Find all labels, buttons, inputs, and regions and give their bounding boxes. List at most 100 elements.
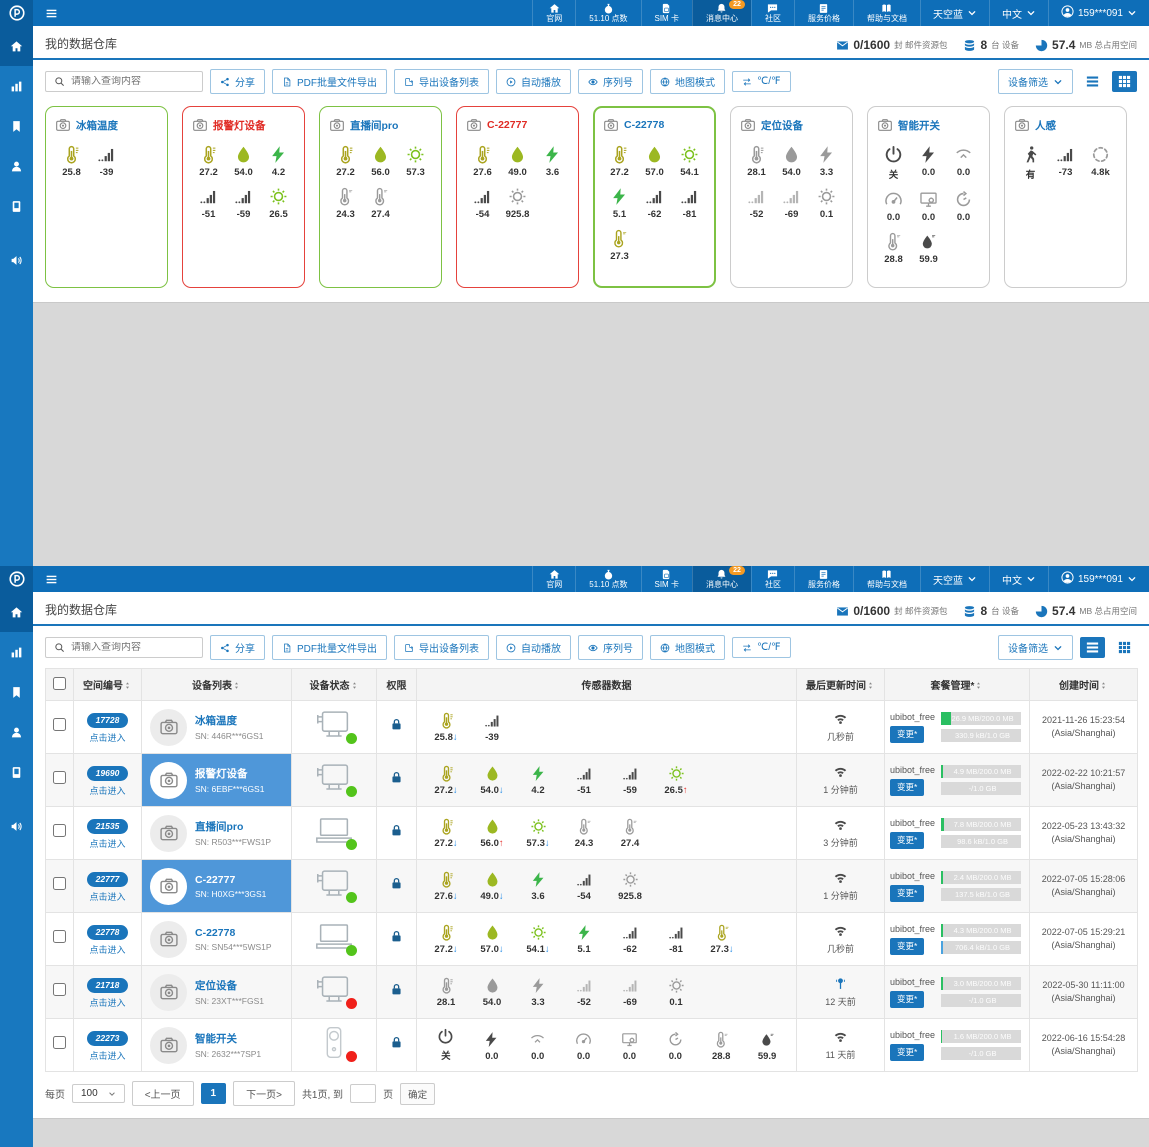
enter-link[interactable]: 点击进入 bbox=[89, 892, 126, 902]
change-plan-button[interactable]: 变更* bbox=[890, 725, 925, 743]
nav-item-points[interactable]: 51.10 点数 bbox=[575, 566, 640, 592]
prev-page-button[interactable]: <上一页 bbox=[131, 1081, 194, 1106]
change-plan-button[interactable]: 变更* bbox=[890, 990, 925, 1008]
nav-item-community[interactable]: 社区 bbox=[750, 566, 794, 592]
column-header[interactable]: 套餐管理* bbox=[884, 668, 1030, 701]
device-table-row-2[interactable]: 21535 点击进入 直播间pro SN: R503***FWS1P 27.2↓… bbox=[45, 806, 1138, 860]
column-header[interactable]: 空间编号 bbox=[73, 668, 142, 701]
column-header[interactable]: 设备状态 bbox=[291, 668, 377, 701]
device-name[interactable]: 智能开关 bbox=[195, 1033, 237, 1045]
nav-item-pricing[interactable]: 服务价格 bbox=[793, 0, 853, 26]
device-card-0[interactable]: 冰箱温度 25.8 -39 bbox=[45, 106, 168, 288]
select-all-checkbox[interactable] bbox=[53, 676, 66, 690]
column-header[interactable]: 设备列表 bbox=[141, 668, 292, 701]
sidebar-item-promotion[interactable] bbox=[0, 806, 33, 846]
nav-item-points[interactable]: 51.10 点数 bbox=[575, 0, 640, 26]
list-view-toggle[interactable] bbox=[1080, 71, 1105, 92]
nav-item-message-center[interactable]: 22 消息中心 bbox=[691, 566, 751, 592]
sidebar-item-bookmark[interactable] bbox=[0, 672, 33, 712]
device-name[interactable]: 直播间pro bbox=[195, 821, 244, 833]
device-cell[interactable]: 定位设备 SN: 23XT***FGS1 bbox=[141, 965, 292, 1019]
device-card-5[interactable]: 定位设备 28.1 54.0 3.3 -52 -69 0.1 bbox=[730, 106, 853, 288]
search-box[interactable] bbox=[45, 71, 203, 92]
enter-link[interactable]: 点击进入 bbox=[89, 733, 126, 743]
nav-item-sim-card[interactable]: SIM 卡 bbox=[640, 0, 692, 26]
row-checkbox[interactable] bbox=[53, 771, 66, 784]
sidebar-item-data[interactable] bbox=[0, 632, 33, 672]
device-cell[interactable]: C-22777 SN: H0XG***3GS1 bbox=[141, 859, 292, 913]
device-cell[interactable]: 冰箱温度 SN: 446R***6GS1 bbox=[141, 700, 292, 754]
sidebar-item-bookmark[interactable] bbox=[0, 106, 33, 146]
device-table-row-5[interactable]: 21718 点击进入 定位设备 SN: 23XT***FGS1 28.1 54.… bbox=[45, 965, 1138, 1019]
enter-link[interactable]: 点击进入 bbox=[89, 998, 126, 1008]
nav-item-help-docs[interactable]: 帮助与文档 bbox=[852, 566, 920, 592]
language-select[interactable]: 中文 bbox=[988, 0, 1048, 26]
sidebar-item-user[interactable] bbox=[0, 712, 33, 752]
enter-link[interactable]: 点击进入 bbox=[89, 839, 126, 849]
row-checkbox[interactable] bbox=[53, 930, 66, 943]
share-button[interactable]: 分享 bbox=[210, 69, 265, 94]
next-page-button[interactable]: 下一页> bbox=[233, 1081, 295, 1106]
column-header[interactable]: 创建时间 bbox=[1029, 668, 1138, 701]
device-name[interactable]: C-22777 bbox=[195, 873, 236, 886]
device-card-3[interactable]: C-22777 27.6 49.0 3.6 -54 925.8 bbox=[456, 106, 579, 288]
column-header[interactable]: 最后更新时间 bbox=[796, 668, 885, 701]
goto-page-input[interactable] bbox=[350, 1084, 377, 1103]
menu-toggle-button[interactable] bbox=[33, 566, 70, 592]
device-table-row-4[interactable]: 22778 点击进入 C-22778 SN: SN54***5WS1P 27.2… bbox=[45, 912, 1138, 966]
sidebar-item-home[interactable] bbox=[0, 592, 33, 632]
per-page-select[interactable]: 100 bbox=[72, 1084, 125, 1103]
device-card-6[interactable]: 智能开关 关 0.0 0.0 0.0 0.0 0.0 28.8 59.9 bbox=[867, 106, 990, 288]
device-cell[interactable]: 直播间pro SN: R503***FWS1P bbox=[141, 806, 292, 860]
device-filter-button[interactable]: 设备筛选 bbox=[998, 635, 1073, 660]
serial-button[interactable]: 序列号 bbox=[578, 69, 643, 94]
autoplay-button[interactable]: 自动播放 bbox=[496, 635, 571, 660]
theme-select[interactable]: 天空蓝 bbox=[919, 566, 989, 592]
nav-item-community[interactable]: 社区 bbox=[750, 0, 794, 26]
nav-item-help-docs[interactable]: 帮助与文档 bbox=[852, 0, 920, 26]
row-checkbox[interactable] bbox=[53, 718, 66, 731]
row-checkbox[interactable] bbox=[53, 1036, 66, 1049]
menu-toggle-button[interactable] bbox=[33, 0, 70, 26]
grid-view-toggle[interactable] bbox=[1112, 71, 1137, 92]
device-table-row-6[interactable]: 22273 点击进入 智能开关 SN: 2632***7SP1 关 0.0 0.… bbox=[45, 1018, 1138, 1072]
language-select[interactable]: 中文 bbox=[988, 566, 1048, 592]
pdf-export-button[interactable]: PDF批量文件导出 bbox=[272, 635, 387, 660]
row-checkbox[interactable] bbox=[53, 877, 66, 890]
change-plan-button[interactable]: 变更* bbox=[890, 937, 925, 955]
search-box[interactable] bbox=[45, 637, 203, 658]
goto-confirm-button[interactable]: 确定 bbox=[400, 1082, 436, 1105]
sidebar-item-home[interactable] bbox=[0, 26, 33, 66]
device-cell[interactable]: 报警灯设备 SN: 6EBF***6GS1 bbox=[141, 753, 292, 807]
row-checkbox[interactable] bbox=[53, 983, 66, 996]
theme-select[interactable]: 天空蓝 bbox=[919, 0, 989, 26]
device-card-4[interactable]: C-22778 27.2 57.0 54.1 5.1 -62 -81 27.3 bbox=[593, 106, 716, 288]
device-name[interactable]: 冰箱温度 bbox=[195, 715, 237, 727]
change-plan-button[interactable]: 变更* bbox=[890, 884, 925, 902]
unit-toggle-button[interactable]: ℃/℉ bbox=[732, 71, 791, 92]
share-button[interactable]: 分享 bbox=[210, 635, 265, 660]
account-menu[interactable]: 159***091 bbox=[1047, 0, 1149, 26]
change-plan-button[interactable]: 变更* bbox=[890, 778, 925, 796]
pdf-export-button[interactable]: PDF批量文件导出 bbox=[272, 69, 387, 94]
list-view-toggle[interactable] bbox=[1080, 637, 1105, 658]
enter-link[interactable]: 点击进入 bbox=[89, 945, 126, 955]
nav-item-pricing[interactable]: 服务价格 bbox=[793, 566, 853, 592]
current-page-indicator[interactable]: 1 bbox=[200, 1083, 227, 1104]
device-table-row-1[interactable]: 19690 点击进入 报警灯设备 SN: 6EBF***6GS1 27.2↓ 5… bbox=[45, 753, 1138, 807]
sidebar-item-console[interactable] bbox=[0, 186, 33, 226]
device-card-1[interactable]: 报警灯设备 27.2 54.0 4.2 -51 -59 26.5 bbox=[182, 106, 305, 288]
map-mode-button[interactable]: 地图模式 bbox=[650, 635, 725, 660]
enter-link[interactable]: 点击进入 bbox=[89, 786, 126, 796]
nav-item-official-site[interactable]: 官网 bbox=[532, 566, 575, 592]
sidebar-item-promotion[interactable] bbox=[0, 240, 33, 280]
device-table-row-3[interactable]: 22777 点击进入 C-22777 SN: H0XG***3GS1 27.6↓… bbox=[45, 859, 1138, 913]
export-list-button[interactable]: 导出设备列表 bbox=[394, 635, 489, 660]
account-menu[interactable]: 159***091 bbox=[1047, 566, 1149, 592]
change-plan-button[interactable]: 变更* bbox=[890, 831, 925, 849]
app-logo[interactable] bbox=[0, 0, 33, 26]
export-list-button[interactable]: 导出设备列表 bbox=[394, 69, 489, 94]
grid-view-toggle[interactable] bbox=[1112, 637, 1137, 658]
map-mode-button[interactable]: 地图模式 bbox=[650, 69, 725, 94]
sidebar-item-console[interactable] bbox=[0, 752, 33, 792]
